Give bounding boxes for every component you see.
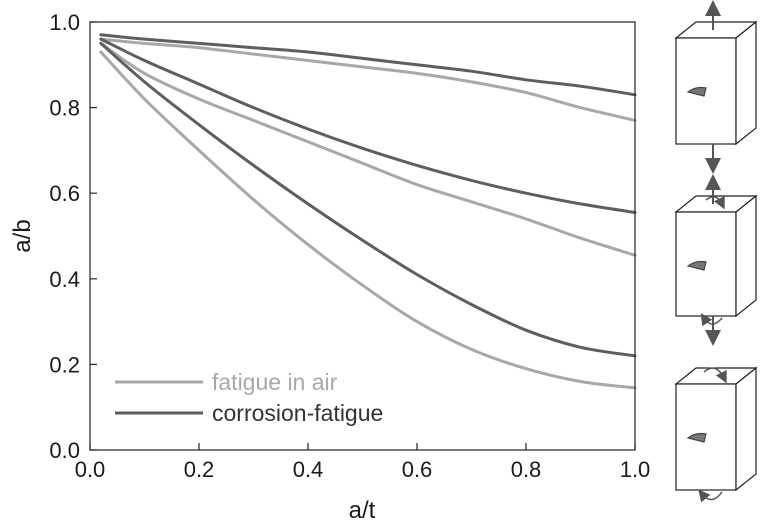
series-line-6-corrosion-fatigue [99, 41, 637, 358]
series-line-1-fatigue-in-air [99, 37, 637, 122]
series-layer [99, 33, 637, 390]
x-tick-label: 0.0 [75, 457, 106, 482]
tension-bending-block-icon [674, 174, 758, 346]
legend-label-corrosion-fatigue: corrosion-fatigue [212, 400, 383, 426]
tick-layer: 0.0 0.2 0.4 0.6 0.8 1.0 0.0 0.2 0.4 0.6 0.8 1.0 [49, 10, 650, 482]
y-tick-label: 0.8 [49, 96, 80, 121]
bending-block-icon [674, 366, 758, 503]
plot-frame [89, 21, 636, 451]
x-tick-label: 1.0 [620, 457, 651, 482]
legend: fatigue in air corrosion-fatigue [115, 369, 383, 426]
y-tick-label: 0.0 [49, 438, 80, 463]
x-axis-label: a/t [349, 497, 376, 524]
y-tick-label: 0.6 [49, 181, 80, 206]
legend-label-fatigue-in-air: fatigue in air [212, 369, 338, 395]
series-line-4-corrosion-fatigue [99, 37, 637, 214]
x-tick-label: 0.2 [184, 457, 215, 482]
y-tick-label: 0.2 [49, 352, 80, 377]
y-tick-label: 0.4 [49, 267, 80, 292]
y-tick-label: 1.0 [49, 10, 80, 35]
tension-block-icon [674, 0, 758, 174]
y-axis-label: a/b [9, 219, 36, 252]
x-tick-label: 0.4 [293, 457, 324, 482]
x-tick-label: 0.8 [511, 457, 542, 482]
x-tick-label: 0.6 [402, 457, 433, 482]
series-line-3-fatigue-in-air [99, 41, 637, 257]
series-line-5-fatigue-in-air [99, 50, 637, 390]
series-line-2-corrosion-fatigue [99, 33, 637, 97]
